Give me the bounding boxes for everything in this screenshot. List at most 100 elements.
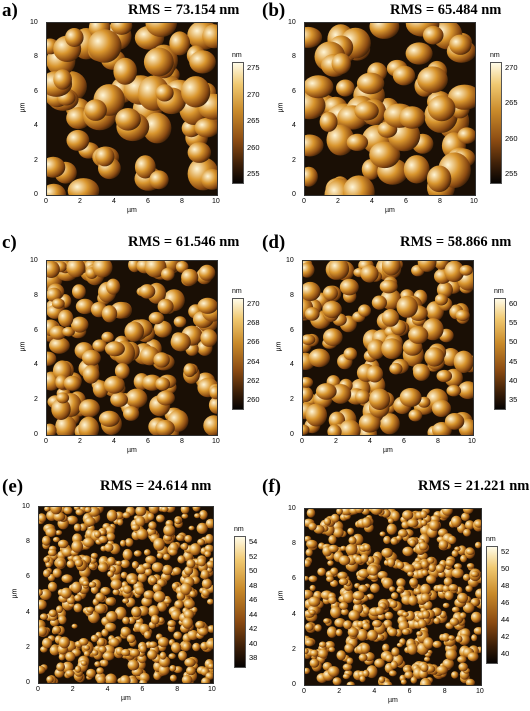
x-tick-label: 4 [112,198,116,205]
surface-grain [113,57,137,85]
height-colorbar [232,298,244,410]
colorbar-tick-label: 262 [247,375,260,385]
colorbar-tick-label: 40 [509,375,518,385]
surface-grain [156,390,175,406]
surface-grain [131,524,140,531]
surface-grain [408,409,423,422]
surface-grain [427,557,435,564]
surface-grain [66,515,78,525]
surface-grain [369,141,401,169]
y-axis-label: µm [19,102,27,113]
surface-grain [143,47,174,77]
surface-grain [384,611,394,620]
surface-grain [105,673,117,683]
surface-grain [88,563,97,570]
colorbar-tick-label: 42 [501,632,510,641]
surface-grain [58,309,74,327]
x-tick-label: 2 [337,688,342,695]
surface-grain [352,590,365,601]
x-tick-label: 10 [470,198,478,205]
surface-grain [94,661,101,667]
surface-grain [134,155,156,179]
afm-topography-image [302,260,474,436]
surface-grain [306,509,316,518]
surface-grain [407,643,418,655]
surface-grain [195,620,205,629]
y-tick-label: 2 [26,643,30,651]
surface-grain [465,678,475,685]
surface-grain [126,634,136,644]
surface-grain [462,573,471,581]
surface-grain [420,663,429,672]
colorbar-tick-label: 270 [247,299,260,308]
colorbar-tick-label: 60 [509,299,518,308]
surface-grain [129,648,141,657]
x-tick-label: 8 [436,438,440,445]
surface-grain [396,561,405,570]
surface-grain [174,517,181,525]
surface-grain [47,581,58,592]
surface-grain [122,548,133,561]
surface-grain [414,588,422,595]
surface-grain [191,606,198,613]
surface-grain [151,562,164,573]
y-tick-label: 2 [34,156,38,164]
surface-grain [362,669,370,677]
surface-grain [47,183,66,195]
surface-grain [342,591,355,604]
surface-grain [323,618,331,624]
surface-grain [44,507,51,512]
surface-grain [197,297,217,314]
y-axis-label: µm [11,588,19,599]
x-tick-label: 6 [402,438,406,445]
surface-grain [366,365,384,383]
surface-grain [95,592,106,602]
surface-grain [396,535,403,541]
surface-grain [198,627,209,636]
surface-grain [382,643,390,652]
surface-grain [74,665,82,673]
surface-grain [309,584,316,592]
y-tick-label: 10 [30,19,38,26]
surface-grain [187,629,199,641]
surface-grain [114,606,127,620]
surface-grain [450,515,462,528]
surface-grain [347,527,355,535]
surface-grain [303,386,314,402]
surface-grain [71,623,78,629]
y-tick-label: 8 [292,540,296,548]
surface-grain [367,556,375,565]
surface-grain [445,648,458,661]
surface-grain [142,562,152,570]
colorbar-tick-label: 255 [505,169,518,178]
y-tick-label: 0 [26,679,30,686]
surface-grain [47,548,57,557]
surface-grain [194,117,217,138]
surface-grain [194,513,201,519]
surface-grain [58,615,67,625]
surface-grain [90,634,99,643]
surface-grain [444,413,465,430]
surface-grain [183,609,194,620]
surface-grain [420,510,428,519]
x-tick-label: 2 [78,438,82,445]
surface-grain [104,622,117,632]
surface-grain [340,608,349,616]
surface-grain [369,566,379,576]
surface-grain [201,677,211,683]
surface-grain [337,571,348,580]
surface-grain [148,311,165,325]
surface-grain [184,566,194,576]
x-tick-label: 2 [336,198,340,205]
surface-grain [391,647,400,657]
surface-grain [181,674,193,683]
surface-grain [358,653,368,662]
surface-grain [122,616,130,625]
surface-grain [315,383,337,400]
surface-grain [84,99,107,121]
surface-grain [445,559,455,567]
surface-grain [379,531,386,537]
surface-grain [41,637,53,649]
surface-grain [100,586,111,596]
x-tick-label: 8 [180,438,184,445]
